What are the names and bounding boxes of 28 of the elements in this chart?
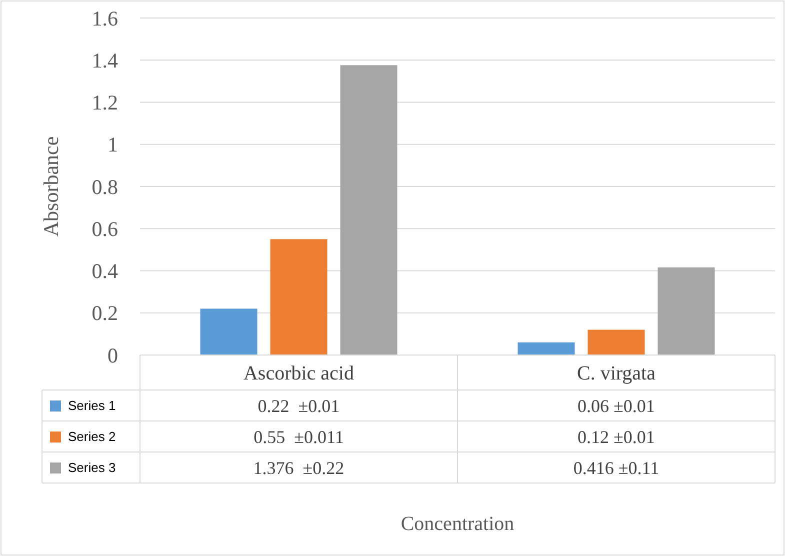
- legend-label: Series 1: [68, 398, 116, 414]
- y-tick-label: 0: [108, 343, 118, 368]
- bar: [588, 330, 645, 355]
- legend-label: Series 3: [68, 460, 116, 476]
- y-tick-label: 0.4: [92, 259, 118, 284]
- data-label: 1.376 ±0.22: [253, 458, 344, 478]
- bar: [200, 308, 258, 355]
- y-tick-label: 1.4: [92, 48, 118, 72]
- y-tick-label: 1.2: [92, 90, 118, 115]
- text: Concentration: [400, 513, 514, 535]
- y-tick-label: 0.2: [92, 301, 118, 326]
- data-label: 0.55 ±0.011: [254, 426, 344, 447]
- data-label: 0.12 ±0.01: [578, 426, 655, 447]
- y-tick-label: 1: [108, 132, 118, 157]
- data-label: 0.416 ±0.11: [573, 458, 660, 478]
- data-label: 0.22 ±0.01: [258, 396, 340, 416]
- y-axis-title: Absorbance: [39, 136, 63, 237]
- y-tick-label: 0.6: [92, 216, 118, 241]
- legend-label: Series 2: [68, 429, 116, 444]
- x-tick-label: C. virgata: [576, 362, 656, 384]
- y-tick-label: 1.6: [92, 6, 118, 30]
- x-tick-label: Ascorbic acid: [243, 362, 354, 384]
- bar: [340, 65, 398, 355]
- y-tick-label: 0.8: [92, 174, 118, 199]
- bar: [518, 342, 575, 355]
- bar: [270, 239, 328, 355]
- data-label: 0.06 ±0.01: [578, 396, 655, 416]
- bar: [658, 267, 715, 355]
